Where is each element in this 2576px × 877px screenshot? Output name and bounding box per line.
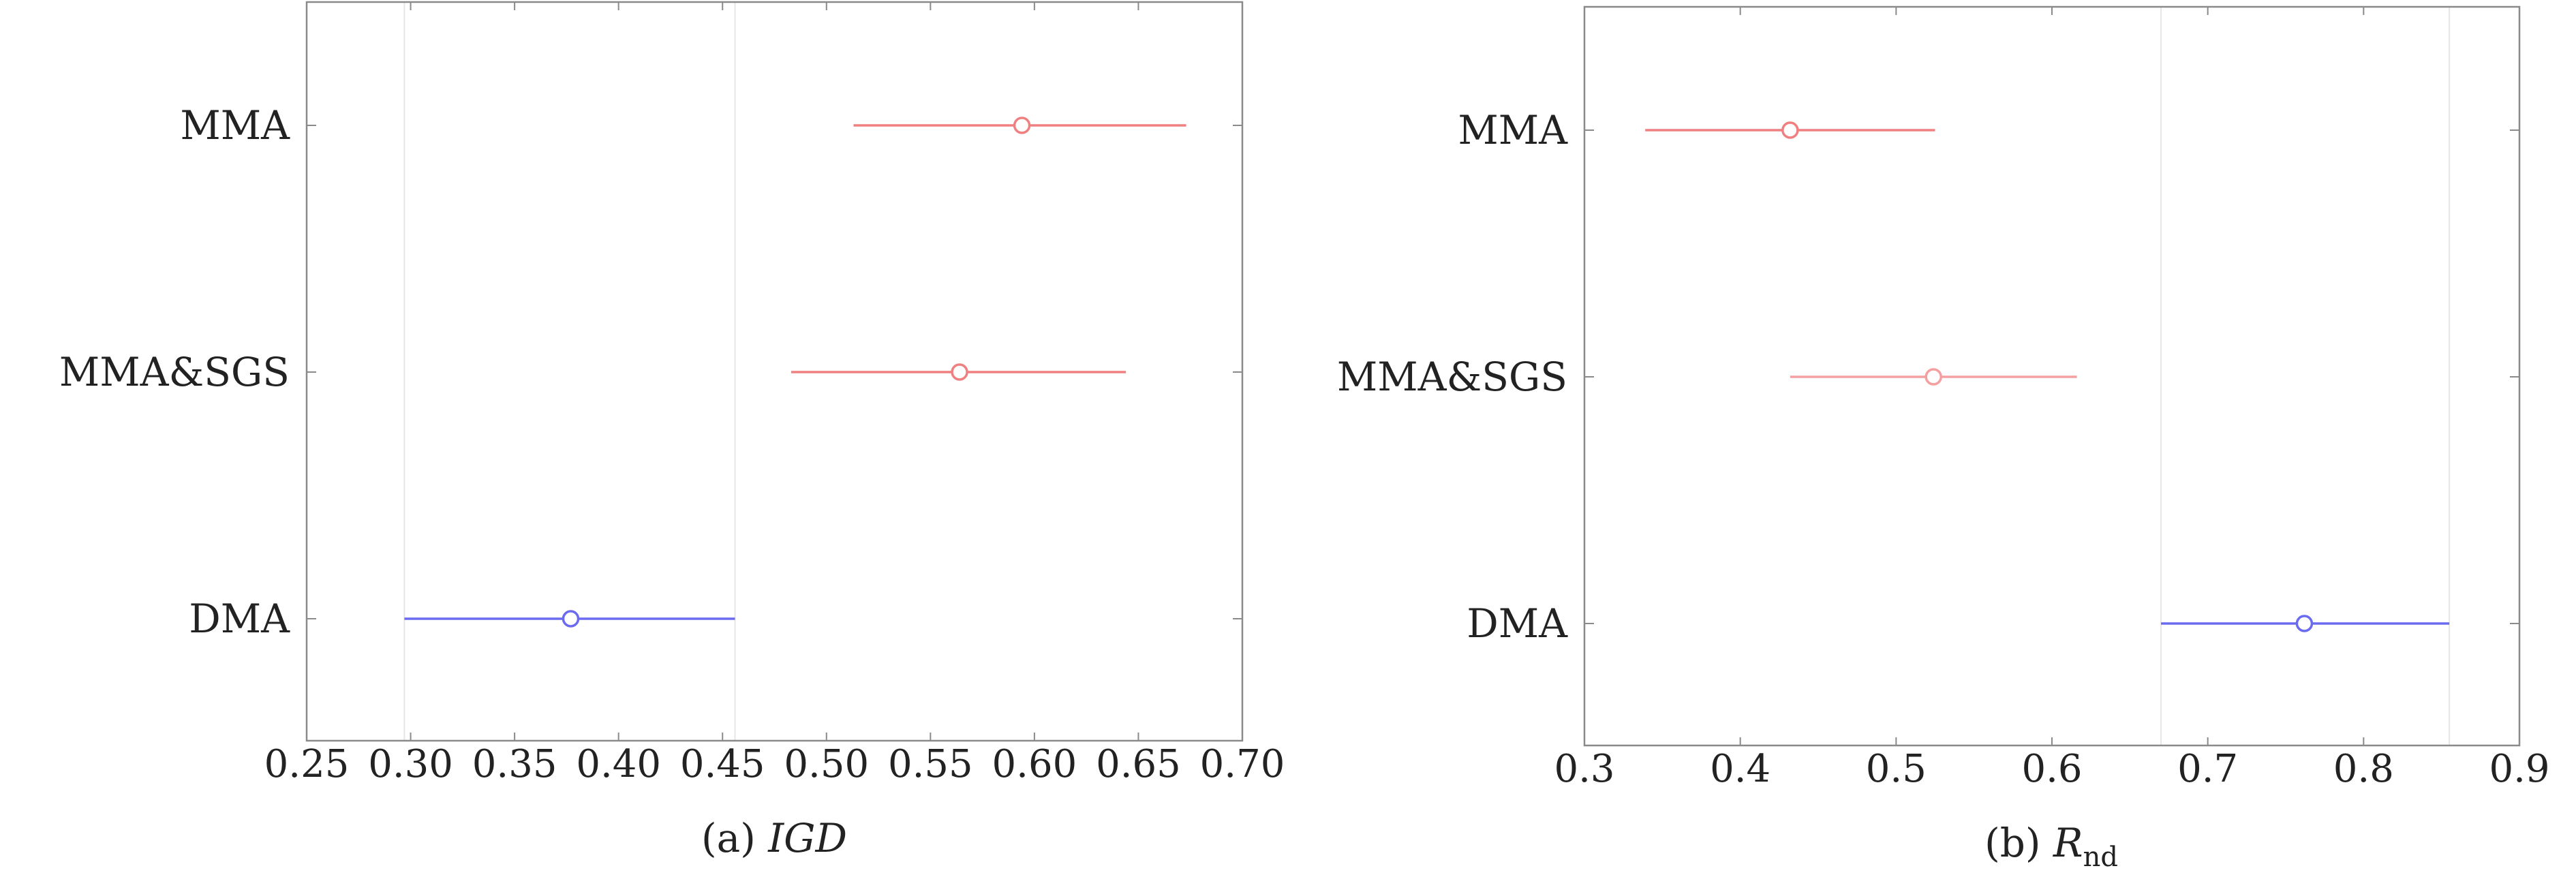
category-label: MMA: [1458, 107, 1568, 153]
x-tick-label: 0.5: [1866, 747, 1927, 791]
x-tick-label: 0.70: [1200, 742, 1285, 786]
panel-caption: (a) IGD: [701, 815, 847, 861]
category-label: DMA: [189, 596, 290, 642]
x-tick-label: 0.25: [264, 742, 350, 786]
mean-marker: [951, 363, 968, 381]
panel-caption: (b) Rnd: [1984, 820, 2118, 873]
mean-marker: [1013, 117, 1031, 134]
x-tick-label: 0.45: [680, 742, 765, 786]
category-label: MMA: [180, 102, 290, 149]
x-tick-label: 0.40: [576, 742, 661, 786]
x-tick-label: 0.55: [888, 742, 973, 786]
category-label: DMA: [1467, 600, 1568, 647]
caption-prefix: (a): [701, 815, 756, 861]
x-tick-label: 0.60: [992, 742, 1077, 786]
mean-marker: [2295, 615, 2314, 632]
x-tick-label: 0.3: [1554, 747, 1614, 791]
panel-rnd: 0.3 0.4 0.5 0.6 0.7 0.8 0.9 MMA MMA&SGS DMA (b) Rn…: [1337, 5, 2550, 873]
category-label: MMA&SGS: [1337, 354, 1567, 400]
x-tick-label: 0.65: [1096, 742, 1181, 786]
caption-subscript: nd: [2083, 842, 2118, 873]
panel-igd: 0.25 0.30 0.35 0.40 0.45 0.50 0.55 0.60 0.65 0.70…: [59, 1, 1285, 861]
category-label: MMA&SGS: [59, 349, 290, 395]
mean-marker: [1925, 368, 1942, 386]
x-tick-label: 0.50: [784, 742, 869, 786]
x-tick-label: 0.30: [368, 742, 453, 786]
x-tick-label: 0.4: [1710, 747, 1770, 791]
x-tick-label: 0.7: [2177, 747, 2238, 791]
x-tick-label: 0.8: [2333, 747, 2394, 791]
x-tick-label: 0.9: [2489, 747, 2549, 791]
mean-marker: [1781, 121, 1799, 139]
caption-prefix: (b): [1984, 820, 2040, 866]
x-tick-label: 0.6: [2021, 747, 2082, 791]
caption-variable: IGD: [767, 815, 847, 861]
caption-variable: R: [2053, 820, 2083, 866]
mean-marker: [562, 610, 580, 628]
x-tick-label: 0.35: [472, 742, 557, 786]
